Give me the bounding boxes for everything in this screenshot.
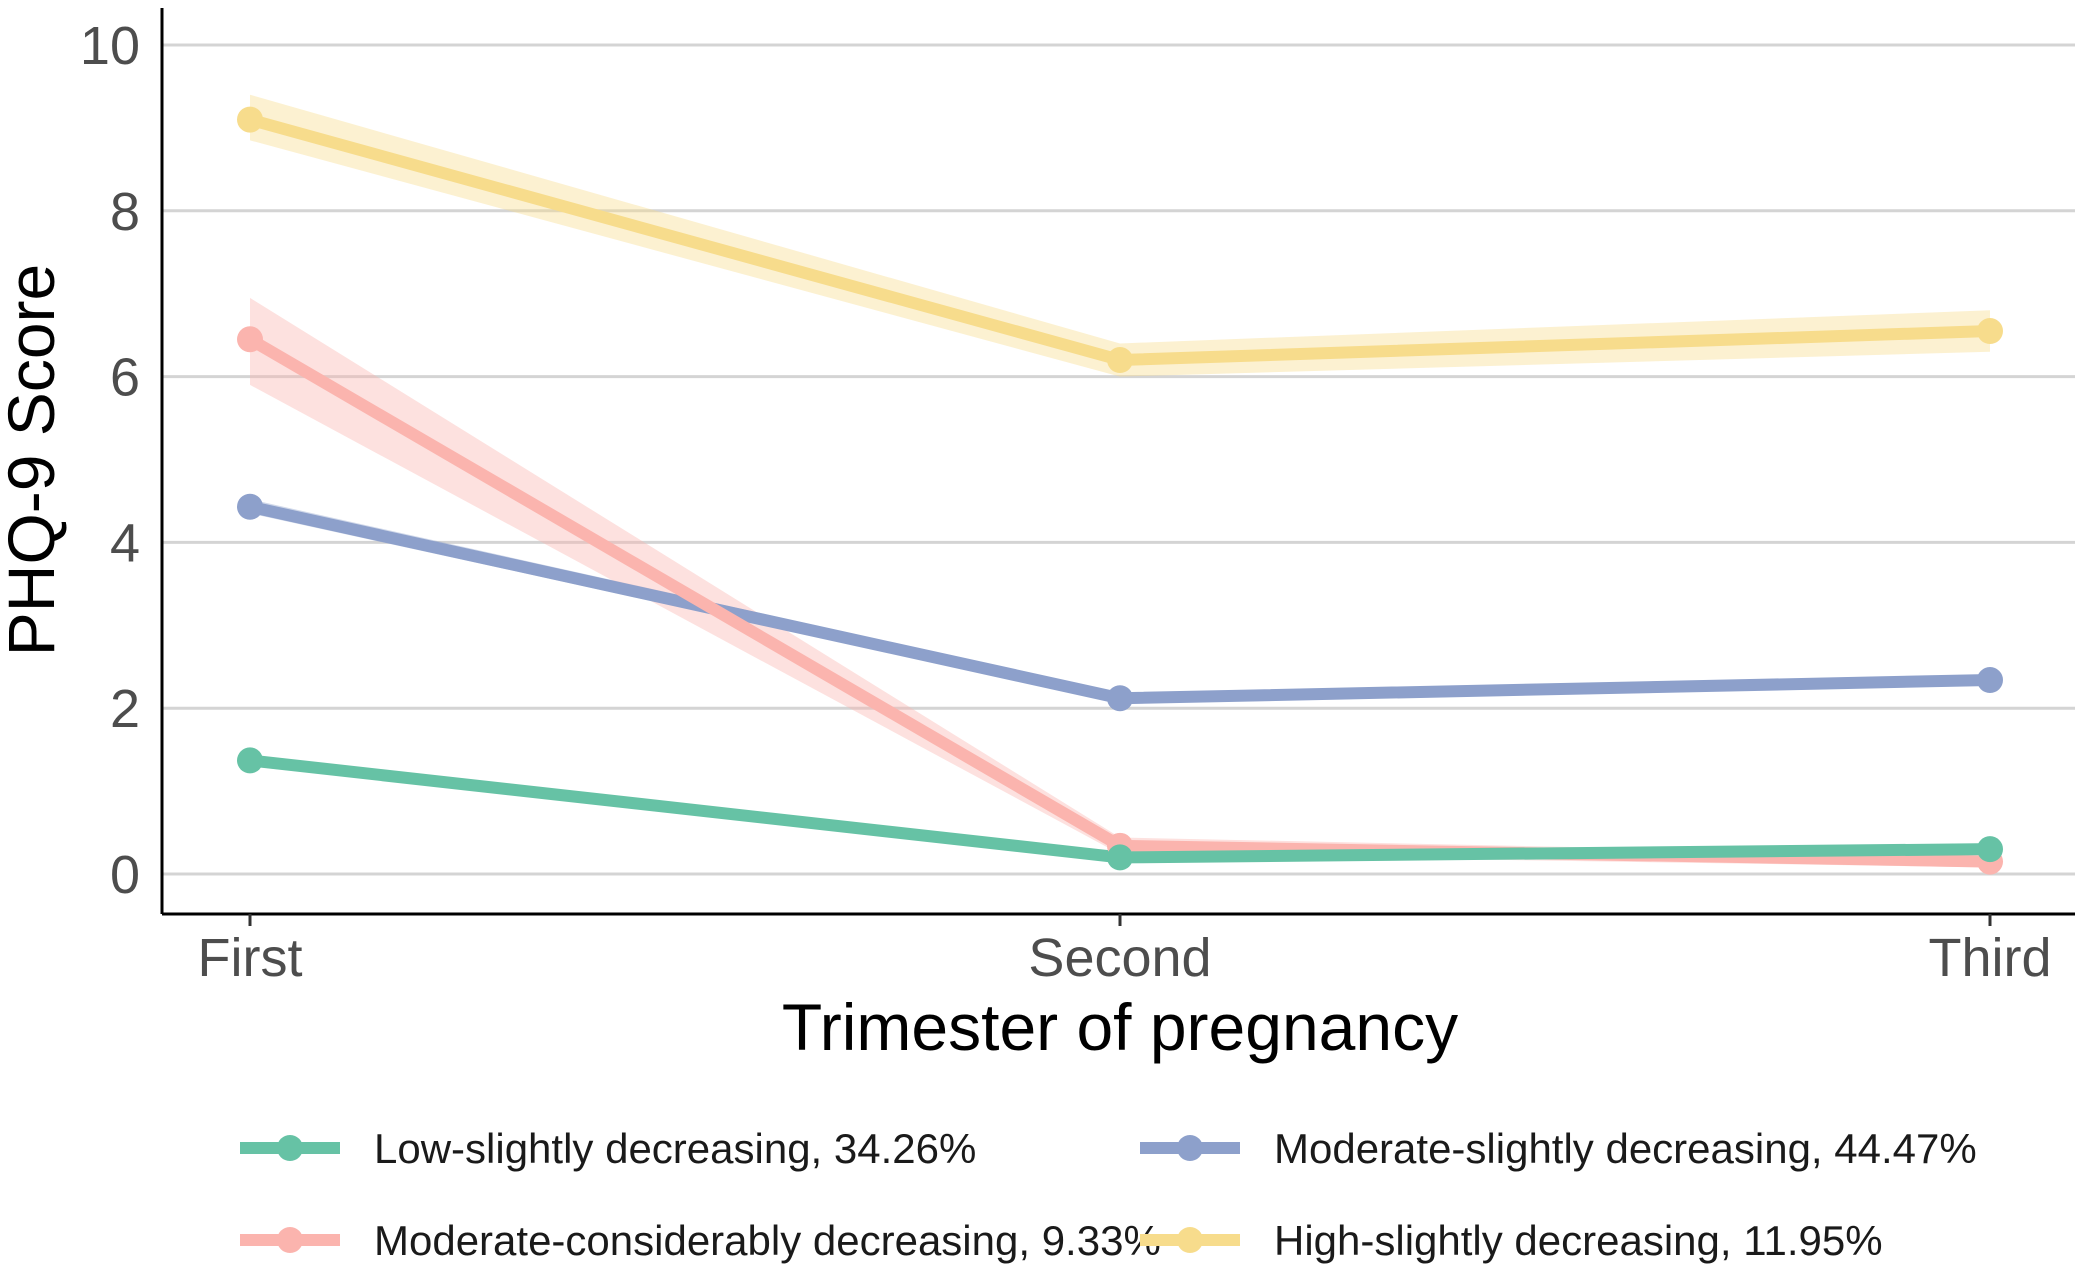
- point-moderate-slightly-decreasing-first: [237, 493, 263, 520]
- x-tick-label-third: Third: [1928, 928, 2051, 988]
- legend-item: Low-slightly decreasing, 34.26%: [240, 1125, 976, 1172]
- legend-item: High-slightly decreasing, 11.95%: [1140, 1217, 1883, 1264]
- x-tick-labels: First Second Third: [198, 928, 2052, 988]
- point-low-slightly-decreasing-first: [237, 747, 263, 774]
- point-low-slightly-decreasing-second: [1107, 844, 1133, 871]
- y-tick-label: 8: [110, 182, 140, 242]
- series-line-moderate-slightly-decreasing: [248, 500, 1991, 705]
- series-lines: [246, 113, 1991, 868]
- ci-band-moderate-considerably-decreasing: [250, 297, 1990, 868]
- y-axis-title: PHQ-9 Score: [0, 264, 68, 656]
- point-moderate-slightly-decreasing-second: [1107, 685, 1133, 712]
- series-line-moderate-considerably-decreasing: [246, 334, 1991, 868]
- y-tick-label: 0: [110, 845, 140, 905]
- point-moderate-considerably-decreasing-first: [237, 326, 263, 353]
- legend-label: High-slightly decreasing, 11.95%: [1274, 1217, 1883, 1264]
- legend-label: Low-slightly decreasing, 34.26%: [374, 1125, 976, 1172]
- point-low-slightly-decreasing-third: [1977, 836, 2003, 863]
- y-tick-label: 2: [110, 679, 140, 739]
- legend-label: Moderate-slightly decreasing, 44.47%: [1274, 1125, 1977, 1172]
- legend-key-point: [1177, 1227, 1203, 1253]
- legend-label: Moderate-considerably decreasing, 9.33%: [374, 1217, 1161, 1264]
- series-points: [237, 106, 2003, 875]
- point-high-slightly-decreasing-second: [1107, 347, 1133, 374]
- x-tick-label-second: Second: [1028, 928, 1211, 988]
- point-high-slightly-decreasing-first: [237, 106, 263, 133]
- y-tick-label: 4: [110, 513, 140, 573]
- legend-key-point: [277, 1135, 303, 1161]
- ci-band-moderate-slightly-decreasing: [250, 499, 1990, 704]
- legend-item: Moderate-slightly decreasing, 44.47%: [1140, 1125, 1977, 1172]
- x-axis-title: Trimester of pregnancy: [782, 990, 1458, 1064]
- x-tick-label-first: First: [198, 928, 303, 988]
- legend: Low-slightly decreasing, 34.26% Moderate-…: [240, 1125, 1977, 1264]
- legend-item: Moderate-considerably decreasing, 9.33%: [240, 1217, 1161, 1264]
- legend-key-point: [277, 1227, 303, 1253]
- legend-key-point: [1177, 1135, 1203, 1161]
- point-high-slightly-decreasing-third: [1977, 318, 2003, 345]
- gridlines: [162, 43, 2075, 876]
- y-tick-label: 10: [80, 16, 140, 76]
- point-moderate-slightly-decreasing-third: [1977, 667, 2003, 694]
- axes: [160, 8, 2075, 926]
- ci-band-high-slightly-decreasing: [250, 94, 1990, 377]
- y-tick-labels: 0 2 4 6 8 10: [80, 16, 140, 905]
- y-tick-label: 6: [110, 348, 140, 408]
